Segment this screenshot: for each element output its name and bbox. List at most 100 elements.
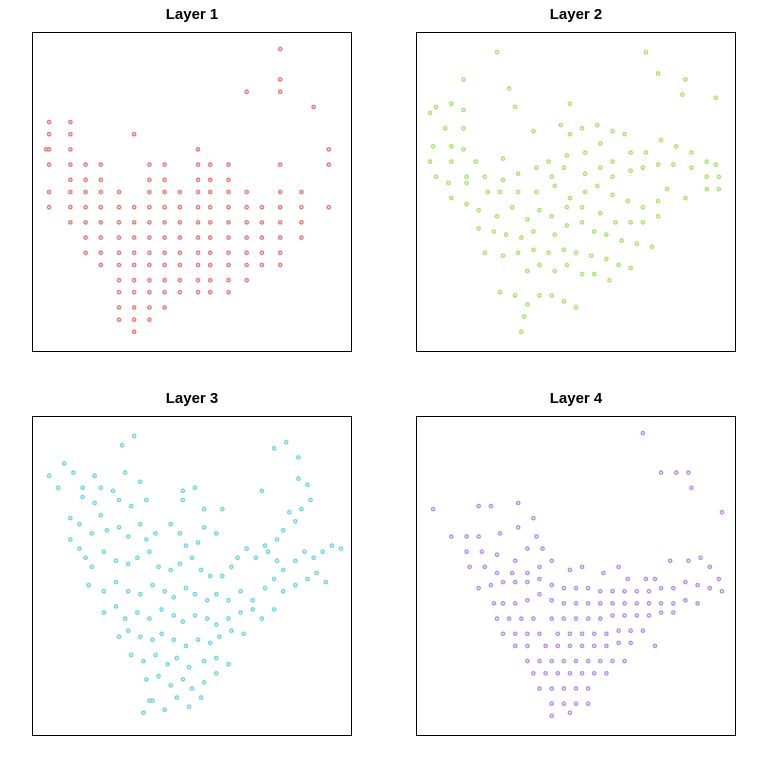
data-point [670, 585, 676, 591]
data-point [213, 622, 219, 627]
data-point [162, 204, 167, 210]
data-point [110, 488, 116, 494]
data-point [244, 546, 249, 551]
data-point [537, 591, 542, 597]
chart-title: Layer 3 [165, 390, 219, 407]
data-point [277, 220, 283, 225]
data-point [604, 232, 609, 237]
data-point [207, 277, 213, 283]
data-point [430, 144, 436, 149]
data-point [299, 235, 304, 240]
data-point [585, 686, 591, 691]
data-point [156, 673, 161, 679]
data-point [567, 101, 573, 107]
data-point [628, 265, 633, 271]
data-point [89, 531, 95, 536]
data-point [68, 131, 73, 137]
data-point [147, 616, 152, 621]
data-point [461, 125, 466, 131]
data-point [461, 77, 466, 82]
plot-frame [416, 32, 736, 352]
data-point [494, 552, 500, 557]
plot-frame [32, 32, 352, 352]
data-point [433, 104, 439, 110]
data-point [616, 640, 621, 646]
data-point [464, 180, 469, 186]
data-point [162, 250, 167, 256]
data-point [558, 122, 564, 128]
data-point [525, 546, 530, 551]
data-point [427, 110, 433, 116]
data-point [531, 670, 536, 676]
data-point [525, 579, 530, 585]
data-point [253, 555, 259, 561]
data-point [579, 125, 585, 131]
data-point [655, 198, 661, 204]
data-point [522, 314, 527, 319]
panel-layer-2: Layer 2 [416, 6, 736, 352]
data-point [476, 503, 482, 509]
data-point [177, 220, 183, 225]
data-point [664, 186, 670, 192]
data-point [226, 661, 231, 667]
data-point [98, 220, 104, 225]
data-point [122, 470, 128, 475]
data-point [277, 162, 283, 167]
data-point [573, 616, 579, 621]
scatter-plot [43, 46, 332, 335]
data-point [147, 189, 152, 195]
data-point [634, 601, 640, 606]
data-point [537, 576, 542, 582]
data-point [686, 470, 691, 475]
data-point [280, 528, 286, 533]
data-point [525, 658, 530, 664]
data-point [464, 549, 469, 554]
data-point [573, 250, 579, 256]
data-point [183, 643, 189, 649]
data-point [189, 686, 195, 691]
data-point [138, 591, 143, 597]
data-point [695, 582, 700, 588]
data-point [92, 500, 98, 506]
data-point [646, 588, 652, 594]
data-point [433, 174, 439, 180]
data-point [207, 262, 213, 268]
data-point [512, 579, 518, 585]
data-point [549, 701, 554, 707]
data-point [445, 180, 451, 186]
data-point [326, 147, 332, 152]
data-point [464, 201, 469, 207]
data-point [494, 49, 500, 55]
data-point [207, 289, 213, 295]
data-point [579, 643, 585, 649]
data-point [162, 262, 167, 268]
data-point [77, 522, 82, 527]
data-point [131, 220, 137, 225]
data-point [83, 204, 88, 210]
data-point [244, 204, 249, 210]
data-point [168, 567, 173, 573]
data-point [561, 299, 567, 304]
scatter-plot [46, 433, 344, 716]
data-point [192, 591, 198, 597]
data-point [567, 195, 573, 201]
data-point [195, 189, 201, 195]
data-point [622, 613, 627, 618]
data-point [131, 289, 137, 295]
data-point [207, 640, 213, 646]
data-point [613, 220, 618, 225]
data-point [226, 189, 231, 195]
data-point [628, 220, 633, 225]
data-point [604, 631, 609, 637]
data-point [259, 235, 265, 240]
data-point [238, 610, 243, 615]
data-point [616, 262, 621, 268]
data-point [277, 46, 283, 52]
data-point [177, 189, 183, 195]
data-point [177, 262, 183, 268]
data-point [177, 277, 183, 283]
data-point [217, 634, 222, 640]
data-point [238, 588, 243, 594]
data-point [597, 601, 603, 606]
data-point [610, 159, 615, 164]
